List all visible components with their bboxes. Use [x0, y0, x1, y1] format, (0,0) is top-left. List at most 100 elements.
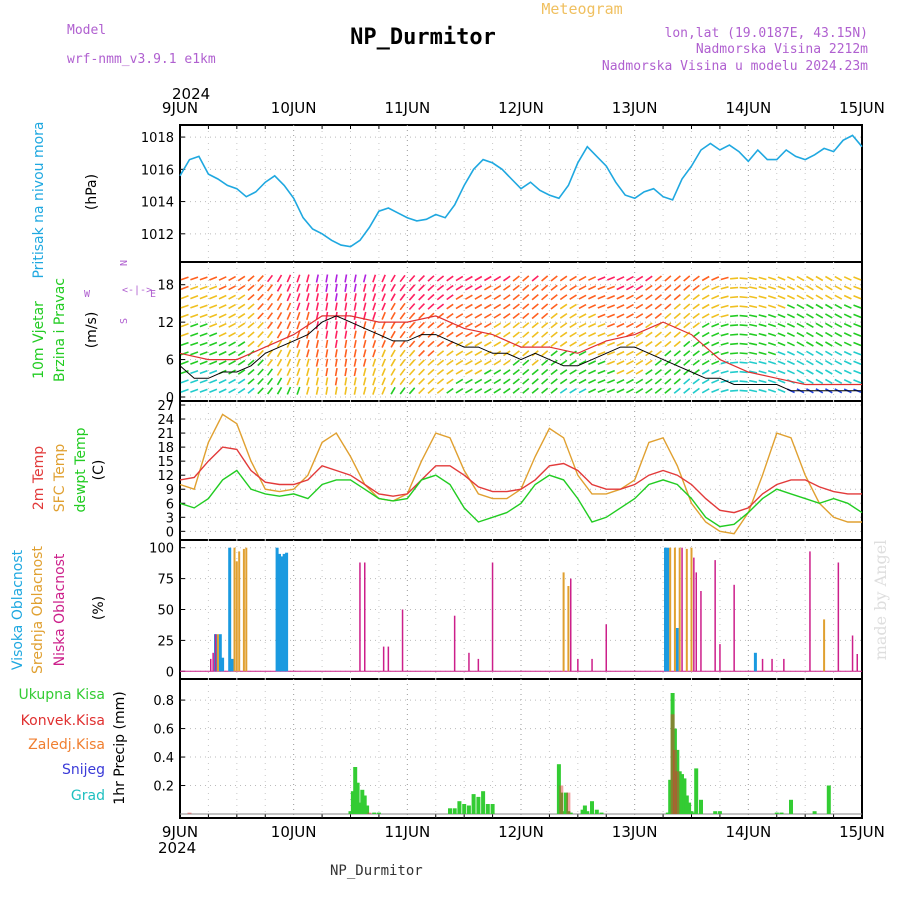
wind-arrow: [739, 324, 748, 327]
wind-arrow: [796, 313, 805, 319]
wind-arrow: [399, 330, 406, 339]
wind-arrow: [777, 341, 786, 347]
wind-arrow: [550, 284, 558, 291]
footer-station: NP_Durmitor: [330, 863, 423, 879]
precip-bar: [580, 809, 585, 814]
wind-arrow: [427, 303, 435, 310]
wind-arrow: [597, 351, 606, 356]
wind-arrow: [692, 275, 700, 282]
wind-arrow: [218, 360, 227, 366]
wind-arrow: [664, 359, 672, 366]
precip-bar: [585, 811, 590, 814]
wind-arrow: [353, 274, 357, 283]
wind-arrow: [796, 275, 805, 282]
wind-arrow: [815, 294, 824, 300]
wind-arrow: [237, 359, 246, 366]
wind-arrow: [237, 387, 246, 394]
wind-arrow: [664, 293, 672, 301]
cloud-bar: [235, 561, 238, 672]
wind-arrow: [664, 387, 672, 394]
wind-arrow: [436, 359, 445, 366]
wind-arrow: [758, 370, 767, 374]
cloud-mid-title: Srednja Oblacnost: [30, 546, 46, 674]
wind-arrow: [474, 388, 483, 394]
wind-arrow: [522, 359, 530, 366]
y-tick-label: 1018: [141, 131, 174, 146]
cloud-bar: [221, 657, 225, 672]
wind-arrow: [843, 360, 852, 366]
wind-arrow: [522, 340, 530, 348]
y-tick-label: 100: [149, 542, 174, 557]
wind-arrow: [390, 368, 396, 376]
day-label-top: 10JUN: [271, 99, 317, 117]
wind-arrow: [315, 274, 319, 283]
wind-arrow: [806, 331, 814, 338]
wind-arrow: [399, 321, 406, 329]
y-tick-label: 6: [166, 354, 174, 369]
cloud-bar: [214, 634, 217, 672]
wind-arrow: [465, 294, 473, 300]
wind-arrow: [683, 387, 691, 394]
wind-arrow: [199, 304, 208, 309]
wind-arrow: [739, 333, 748, 336]
wind-arrow: [522, 303, 530, 310]
wind-arrow: [720, 314, 729, 318]
wind-arrow: [541, 378, 549, 385]
wind-arrow: [730, 277, 739, 280]
wind-arrow: [550, 312, 558, 320]
wind-arrow: [228, 341, 236, 347]
wind-arrow: [209, 341, 218, 347]
wind-arrow: [626, 341, 634, 347]
wind-unit: (m/s): [84, 312, 100, 349]
wind-arrow: [645, 378, 653, 385]
wind-arrow: [199, 276, 208, 281]
cloud-bar: [477, 658, 480, 672]
wind-arrow: [276, 283, 283, 292]
wind-arrow: [209, 323, 218, 328]
wind-arrow: [683, 284, 691, 292]
wind-arrow: [626, 388, 634, 394]
wind-arrow: [834, 341, 843, 347]
wind-arrow: [597, 304, 606, 309]
wind-arrow: [199, 332, 208, 337]
precip-bar: [670, 693, 675, 814]
precip-bar: [689, 811, 694, 814]
wind-arrow: [720, 295, 729, 299]
wind-arrow: [777, 276, 786, 281]
wind-arrow: [190, 285, 199, 290]
wind-arrow: [645, 322, 653, 329]
wind-arrow: [824, 360, 833, 366]
wind-arrow: [796, 294, 805, 300]
wind-arrow: [654, 359, 662, 366]
wind-arrow: [399, 368, 406, 376]
wind-arrow: [247, 284, 255, 292]
wind-arrow: [390, 321, 396, 330]
wind-arrow: [853, 351, 862, 356]
wind-arrow: [436, 294, 445, 301]
wind-arrow: [296, 386, 301, 395]
wind-arrow: [701, 378, 710, 385]
wind-arrow: [692, 284, 700, 291]
wind-arrow: [588, 304, 597, 309]
wind-arrow: [616, 332, 625, 338]
wind-arrow: [276, 274, 283, 283]
wind-arrow: [673, 368, 681, 376]
wind-arrow: [190, 360, 199, 365]
wind-arrow: [522, 284, 530, 292]
cloud-bar: [491, 562, 494, 672]
wind-arrow: [635, 313, 644, 319]
wind-arrow: [237, 275, 246, 282]
wind-arrow: [247, 387, 255, 394]
wind-arrow: [180, 360, 189, 365]
precip-bar: [476, 796, 481, 814]
wind-arrow: [588, 294, 597, 300]
wind-arrow: [588, 360, 597, 366]
wind-arrow: [701, 350, 710, 356]
wind-arrow: [578, 341, 587, 347]
temp-unit: (C): [91, 460, 107, 481]
wind-arrow: [673, 293, 681, 301]
wind-arrow: [286, 358, 292, 367]
wind-arrow: [683, 378, 691, 385]
wind-arrow: [578, 331, 587, 338]
wind-arrow: [777, 351, 786, 356]
